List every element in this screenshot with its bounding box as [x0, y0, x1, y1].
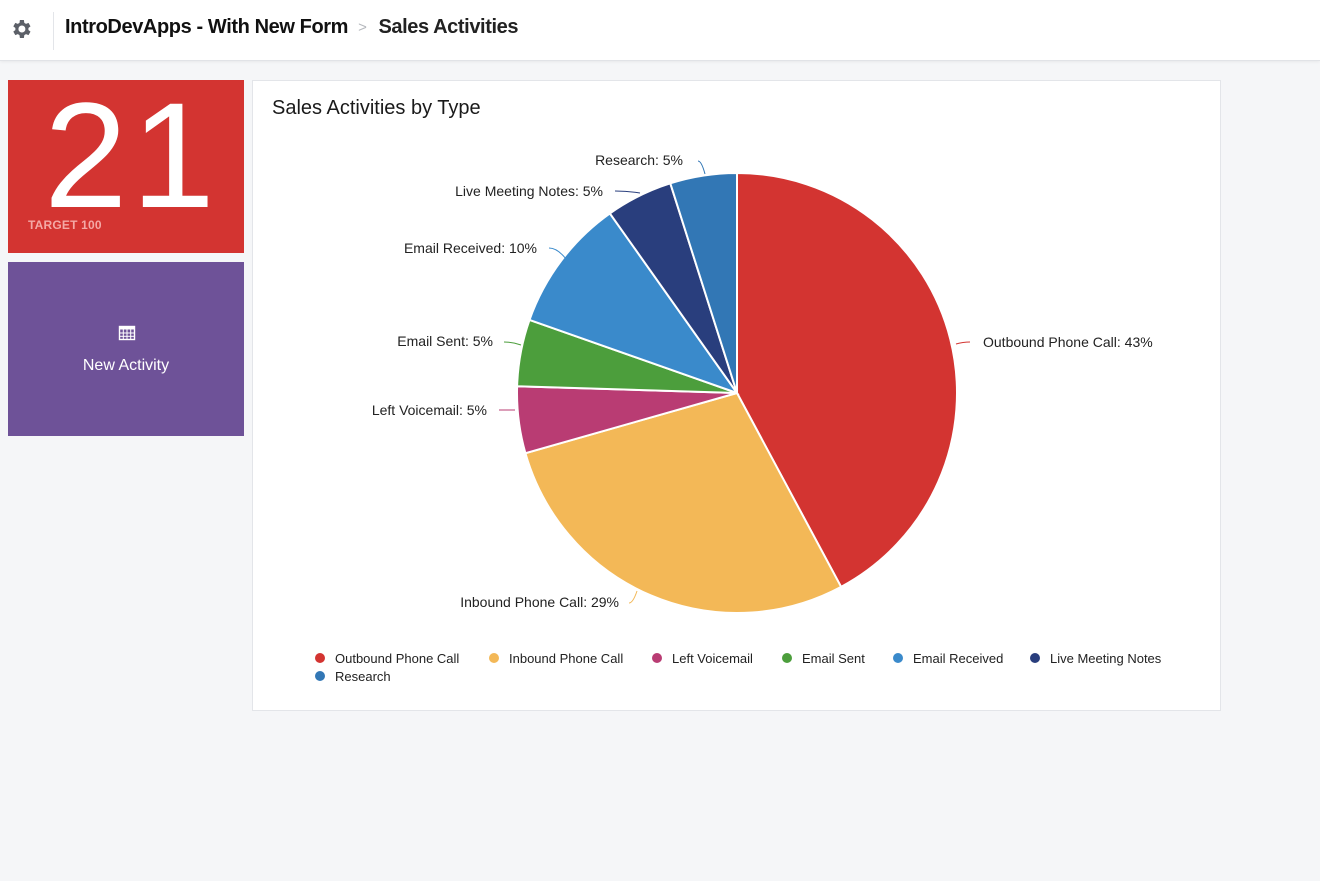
slice-label-connector [697, 160, 706, 175]
new-activity-label: New Activity [82, 357, 170, 374]
chart-title: Sales Activities by Type [272, 97, 481, 119]
legend-marker [315, 671, 325, 681]
new-activity-button[interactable]: New Activity [8, 262, 244, 436]
legend-marker [782, 653, 792, 663]
slice-label-research: Research: 5% [595, 152, 683, 168]
slice-label-left-voicemail: Left Voicemail: 5% [372, 402, 487, 418]
legend-label: Live Meeting Notes [1050, 651, 1162, 666]
legend-label: Inbound Phone Call [509, 651, 623, 666]
legend-item-outbound-phone-call[interactable]: Outbound Phone Call [315, 651, 459, 666]
page-title: Sales Activities [378, 15, 519, 38]
legend-item-research[interactable]: Research [315, 669, 391, 684]
kpi-value: 21 [44, 80, 219, 239]
header-divider [53, 12, 54, 50]
slice-label-email-sent: Email Sent: 5% [397, 333, 493, 349]
legend-marker [893, 653, 903, 663]
calendar-grid-icon [118, 324, 136, 342]
breadcrumb: IntroDevApps - With New Form > Sales Act… [65, 14, 518, 40]
legend-item-inbound-phone-call[interactable]: Inbound Phone Call [489, 651, 623, 666]
legend-label: Research [335, 669, 391, 684]
pie-slice-email-received[interactable] [528, 212, 740, 395]
kpi-tile[interactable]: 21 TARGET 100 [8, 80, 244, 253]
slice-label-inbound-phone-call: Inbound Phone Call: 29% [460, 594, 619, 610]
legend-marker [315, 653, 325, 663]
slice-label-connector [614, 190, 641, 194]
breadcrumb-app-link[interactable]: IntroDevApps - With New Form [65, 15, 349, 38]
legend-item-live-meeting-notes[interactable]: Live Meeting Notes [1030, 651, 1162, 666]
slice-label-connector [628, 590, 638, 604]
slice-label-connector [955, 341, 971, 345]
slice-label-connector [503, 341, 522, 346]
legend-label: Email Received [913, 651, 1003, 666]
legend-marker [652, 653, 662, 663]
pie-chart: Outbound Phone Call: 43% Inbound Phone Ca… [315, 152, 1162, 684]
legend-label: Outbound Phone Call [335, 651, 459, 666]
pie-slice-inbound-phone-call[interactable] [524, 391, 843, 614]
legend-item-email-sent[interactable]: Email Sent [782, 651, 865, 666]
slice-label-outbound-phone-call: Outbound Phone Call: 43% [983, 334, 1153, 350]
chevron-right-icon: > [358, 18, 367, 36]
chart-panel: Sales Activities by Type Outbound Phone … [252, 80, 1221, 711]
kpi-target-label: TARGET 100 [28, 218, 102, 232]
legend-marker [1030, 653, 1040, 663]
legend-label: Left Voicemail [672, 651, 753, 666]
slice-label-email-received: Email Received: 10% [404, 240, 537, 256]
slice-label-live-meeting-notes: Live Meeting Notes: 5% [455, 183, 603, 199]
top-bar: IntroDevApps - With New Form > Sales Act… [0, 0, 1320, 61]
legend-label: Email Sent [802, 651, 865, 666]
legend-item-left-voicemail[interactable]: Left Voicemail [652, 651, 753, 666]
legend-item-email-received[interactable]: Email Received [893, 651, 1003, 666]
pie-slice-outbound-phone-call[interactable] [736, 171, 958, 589]
legend-marker [489, 653, 499, 663]
pie-slice-research[interactable] [669, 171, 738, 394]
gear-icon[interactable] [9, 17, 33, 41]
slice-label-connector [548, 247, 567, 260]
